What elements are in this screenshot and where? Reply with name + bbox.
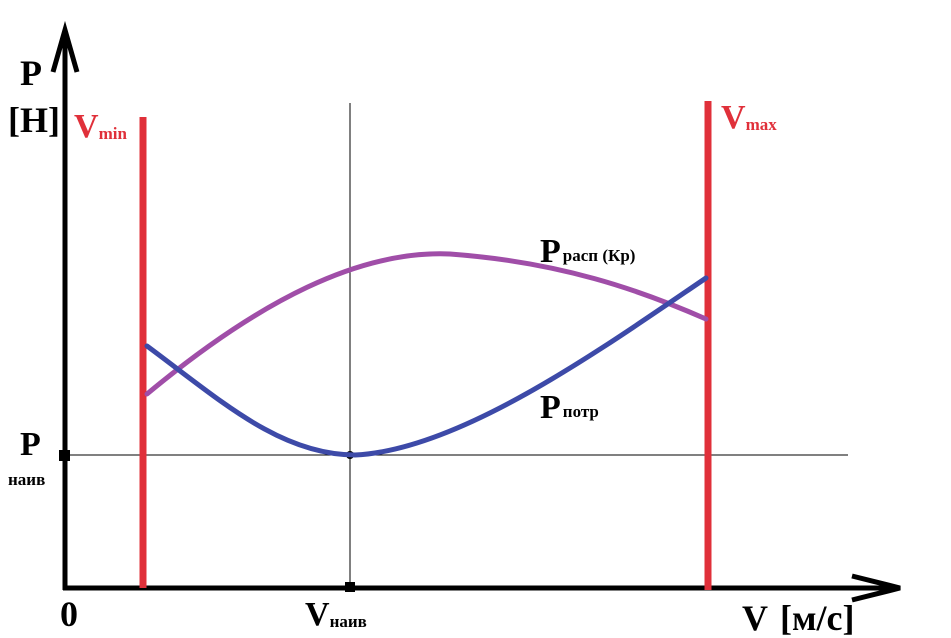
required-power-curve	[144, 275, 709, 458]
x-axis-arrow	[851, 573, 901, 603]
vmax-label: Vmax	[721, 99, 777, 136]
vmin-symbol: V	[74, 108, 99, 145]
available-power-curve	[144, 251, 709, 397]
y-axis-arrow	[50, 20, 80, 73]
x-axis-unit: [м/с]	[780, 598, 854, 638]
v-naiv-tick	[345, 582, 355, 592]
vmin-subscript: min	[99, 124, 128, 143]
origin-label: 0	[60, 594, 78, 634]
required-power-subscript: потр	[563, 402, 599, 421]
p-naiv-symbol: P	[20, 426, 41, 463]
x-axis-label: V [м/с]	[742, 598, 854, 638]
p-naiv-tick	[59, 450, 70, 461]
p-naiv-subscript: наив	[8, 470, 45, 489]
v-naiv-subscript: наив	[330, 612, 367, 631]
available-power-symbol: P	[540, 233, 561, 270]
v-naiv-symbol: V	[305, 596, 330, 633]
y-axis-unit: [Н]	[8, 100, 60, 140]
y-axis-symbol: P	[20, 53, 42, 93]
available-power-subscript: расп (Кр)	[563, 246, 636, 265]
vmax-subscript: max	[746, 115, 778, 134]
x-axis-symbol: V	[742, 598, 768, 638]
required-power-symbol: P	[540, 389, 561, 426]
v-naiv-label: Vнаив	[305, 596, 367, 633]
vmax-symbol: V	[721, 99, 746, 136]
vmin-label: Vmin	[74, 108, 127, 145]
